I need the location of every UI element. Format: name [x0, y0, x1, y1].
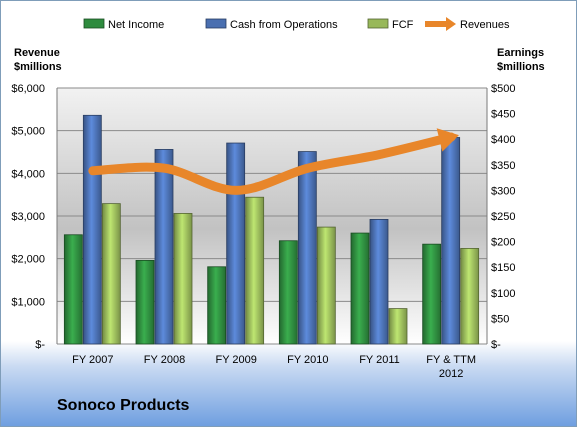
left-tick-label: $2,000	[11, 254, 45, 266]
left-tick-label: $-	[35, 339, 45, 351]
x-tick-label: FY 2008	[144, 354, 185, 366]
bar-fcf	[101, 203, 121, 345]
x-tick-label-line: FY 2007	[72, 354, 113, 366]
right-tick-label: $500	[491, 83, 515, 95]
bar-net-income	[278, 240, 298, 345]
legend-label: Net Income	[108, 19, 164, 31]
revenue-arrowhead	[436, 128, 459, 152]
bar-cash-from-operations	[154, 149, 174, 345]
bar-cash-from-operations	[226, 142, 246, 345]
bar-cash-from-operations	[297, 151, 317, 345]
right-tick-label: $450	[491, 109, 515, 121]
left-tick-label: $6,000	[11, 83, 45, 95]
x-axis-ticks: FY 2007 FY 2008 FY 2009 FY 2010 FY 2011 FY & …	[72, 354, 476, 380]
axis-titles: Revenue $millions Earnings $millions	[14, 47, 545, 73]
bar-net-income	[135, 259, 155, 345]
legend-label: Cash from Operations	[230, 19, 338, 31]
right-tick-label: $350	[491, 160, 515, 172]
x-tick-label-line: FY 2009	[215, 354, 256, 366]
bar-fcf	[388, 308, 408, 345]
bar-fcf	[316, 226, 336, 345]
bar-net-income	[207, 266, 227, 345]
legend-swatch	[205, 18, 227, 29]
bar-cash-from-operations	[82, 114, 102, 345]
right-tick-label: $150	[491, 262, 515, 274]
x-tick-label-line: FY 2010	[287, 354, 328, 366]
revenue-line-path	[88, 132, 456, 195]
x-tick-label-line: FY & TTM	[426, 354, 476, 366]
x-tick-label-line: FY 2011	[359, 354, 400, 366]
bar-net-income	[350, 232, 370, 345]
bar-fcf	[460, 248, 480, 345]
x-tick-label: FY & TTM 2012	[426, 354, 476, 380]
left-axis-ticks: $- $1,000 $2,000 $3,000 $4,000 $5,000 $6,000	[11, 83, 45, 351]
right-axis-title-line: Earnings	[497, 47, 544, 59]
legend-swatch	[83, 18, 105, 29]
right-tick-label: $200	[491, 237, 515, 249]
bar-net-income	[422, 243, 442, 345]
right-axis-title-line: $millions	[497, 61, 545, 73]
right-tick-label: $100	[491, 288, 515, 300]
bar-fcf	[245, 196, 265, 345]
right-tick-label: $-	[491, 339, 501, 351]
legend-label: FCF	[392, 19, 414, 31]
bar-fcf	[173, 213, 193, 345]
x-tick-label: FY 2009	[215, 354, 256, 366]
right-tick-label: $250	[491, 211, 515, 223]
gridlines	[56, 87, 488, 345]
x-tick-label: FY 2010	[287, 354, 328, 366]
left-tick-label: $4,000	[11, 168, 45, 180]
company-name: Sonoco Products	[57, 397, 190, 414]
x-tick-label-line: FY 2008	[144, 354, 185, 366]
revenue-line	[88, 128, 459, 195]
left-tick-label: $5,000	[11, 126, 45, 138]
legend-swatch	[367, 18, 389, 29]
left-axis-title-line: $millions	[14, 61, 62, 73]
right-tick-label: $400	[491, 134, 515, 146]
bar-cash-from-operations	[369, 219, 389, 345]
bar-cash-from-operations	[441, 137, 461, 345]
left-tick-label: $3,000	[11, 211, 45, 223]
legend: Net Income Cash from Operations FCF Revenue…	[83, 17, 510, 31]
bar-net-income	[63, 234, 83, 345]
legend-arrow	[446, 17, 456, 31]
right-axis-ticks: $- $50 $100 $150 $200 $250 $300 $350 $400 $450 $50…	[491, 83, 515, 351]
left-axis-title: Revenue $millions	[14, 47, 62, 73]
left-axis-title-line: Revenue	[14, 47, 60, 59]
right-tick-label: $300	[491, 185, 515, 197]
left-tick-label: $1,000	[11, 296, 45, 308]
x-tick-label: FY 2011	[359, 354, 400, 366]
legend-label: Revenues	[460, 19, 510, 31]
x-tick-label: FY 2007	[72, 354, 113, 366]
x-tick-label-line: 2012	[439, 368, 463, 380]
right-axis-title: Earnings $millions	[497, 47, 545, 73]
right-tick-label: $50	[491, 313, 509, 325]
